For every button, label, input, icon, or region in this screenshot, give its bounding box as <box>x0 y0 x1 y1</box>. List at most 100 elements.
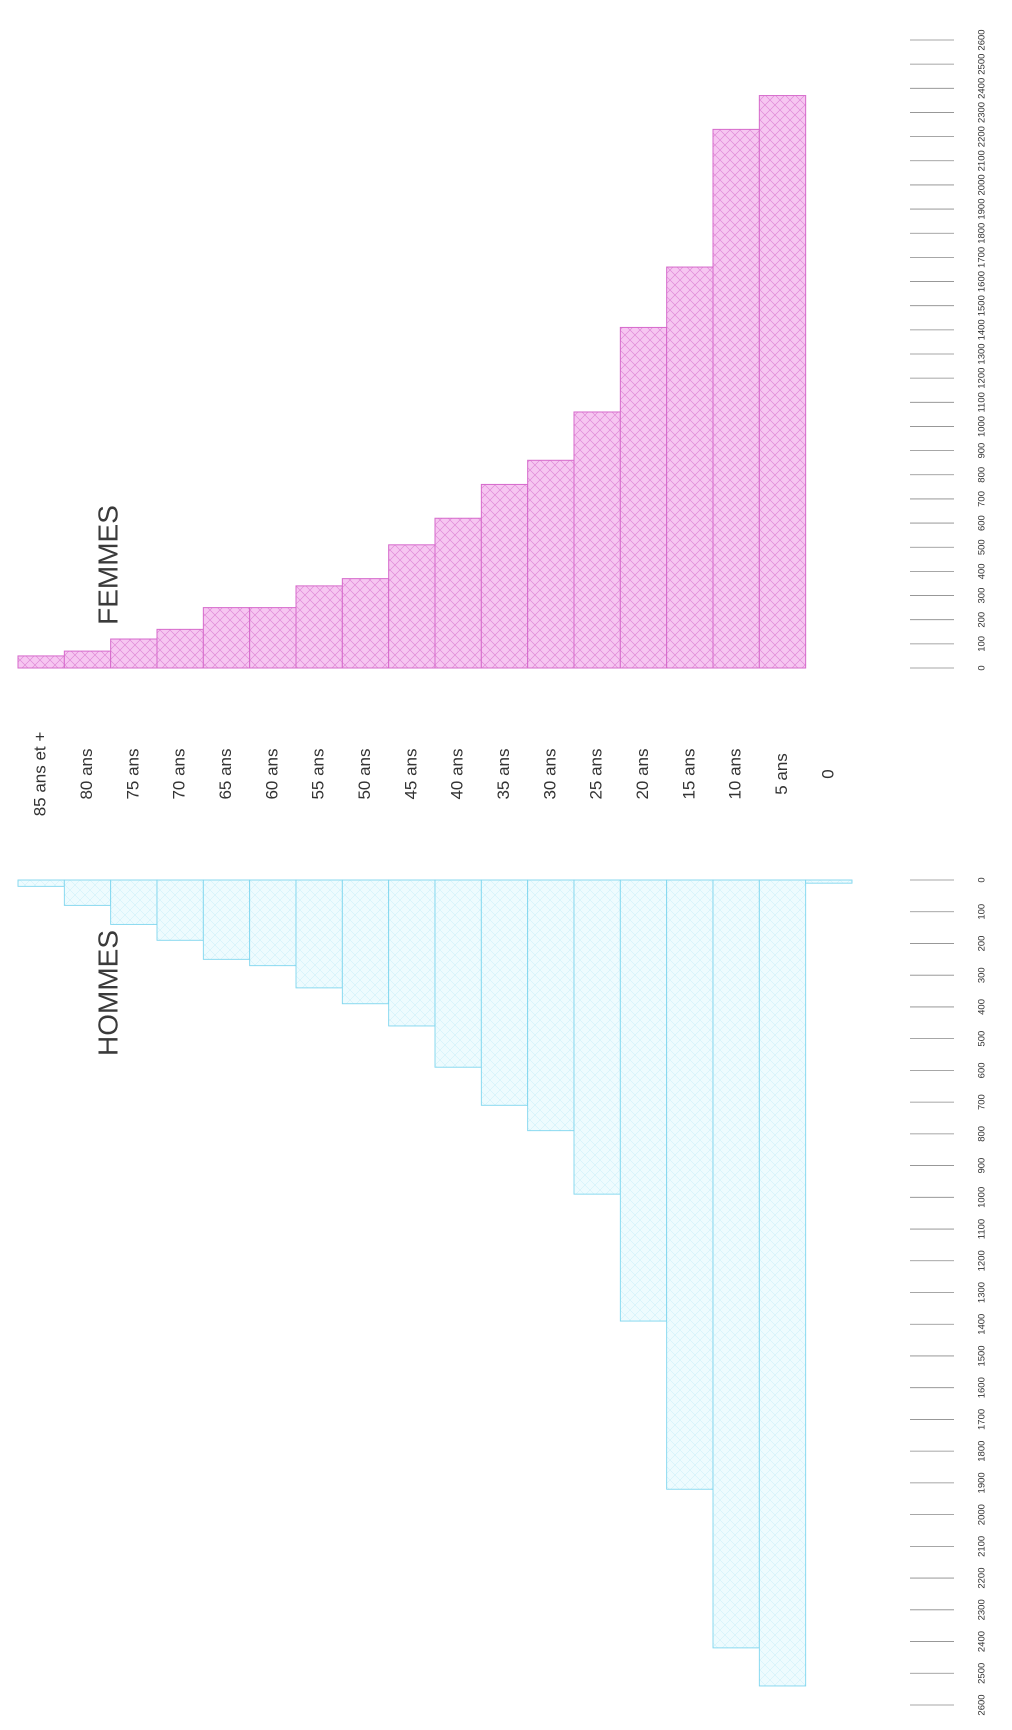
hommes-axis: 0 100 200 300 400 500 600 700 800 900 1000 1100 1200… <box>910 877 988 1716</box>
tick-label-femmes-1400: 1400 <box>977 319 988 340</box>
bar-femmes-10-ans <box>712 128 760 669</box>
bar-femmes-35-ans <box>480 483 529 669</box>
bar-femmes-30-ans <box>527 459 575 669</box>
series-labels: FEMMES HOMMES <box>92 505 123 1056</box>
tick-label-hommes-0: 0 <box>977 877 988 882</box>
tick-label-femmes-700: 700 <box>977 491 988 507</box>
bar-hommes-25-ans <box>573 879 621 1195</box>
age-label-40-ans: 40 ans <box>448 748 467 799</box>
age-label-25-ans: 25 ans <box>587 748 606 799</box>
tick-label-hommes-400: 400 <box>977 999 988 1015</box>
tick-label-hommes-800: 800 <box>977 1126 988 1142</box>
tick-label-femmes-2400: 2400 <box>977 78 988 99</box>
tick-label-hommes-1000: 1000 <box>977 1187 988 1208</box>
bar-femmes-25-ans <box>573 411 621 669</box>
tick-label-hommes-1400: 1400 <box>977 1314 988 1335</box>
age-label-65-ans: 65 ans <box>216 748 235 799</box>
bar-femmes-15-ans <box>666 266 714 669</box>
bar-hommes-40-ans <box>434 879 482 1068</box>
tick-label-femmes-100: 100 <box>977 636 988 652</box>
tick-label-femmes-1600: 1600 <box>977 271 988 292</box>
tick-label-femmes-800: 800 <box>977 467 988 483</box>
age-label-5-ans: 5 ans <box>772 753 791 795</box>
tick-label-femmes-200: 200 <box>977 612 988 628</box>
bar-femmes-45-ans <box>388 544 436 669</box>
tick-label-femmes-1700: 1700 <box>977 247 988 268</box>
tick-label-hommes-900: 900 <box>977 1158 988 1174</box>
tick-label-femmes-1800: 1800 <box>977 223 988 244</box>
tick-label-femmes-1900: 1900 <box>977 199 988 220</box>
tick-label-femmes-600: 600 <box>977 515 988 531</box>
tick-label-hommes-1100: 1100 <box>977 1219 988 1239</box>
tick-label-hommes-2600: 2600 <box>977 1694 988 1715</box>
bar-femmes-85-ans-et <box>17 655 65 669</box>
tick-label-femmes-2600: 2600 <box>977 29 988 50</box>
bar-hommes-80-ans <box>63 879 112 906</box>
bar-hommes-65-ans <box>202 879 251 960</box>
bar-hommes-15-ans <box>666 879 714 1490</box>
age-label-10-ans: 10 ans <box>726 748 745 799</box>
bar-hommes-30-ans <box>527 879 575 1132</box>
age-label-70-ans: 70 ans <box>170 748 189 799</box>
age-label-30-ans: 30 ans <box>540 748 559 799</box>
tick-label-hommes-500: 500 <box>977 1031 988 1047</box>
tick-label-hommes-700: 700 <box>977 1094 988 1110</box>
bar-femmes-75-ans <box>110 638 158 669</box>
bar-hommes-5-ans <box>758 879 807 1687</box>
age-labels: 85 ans et + 80 ans 75 ans 70 ans 65 ans 60 an… <box>31 732 838 817</box>
tick-label-femmes-2100: 2100 <box>977 150 988 171</box>
age-label-20-ans: 20 ans <box>633 748 652 799</box>
bar-femmes-50-ans <box>341 578 390 669</box>
tick-label-femmes-1100: 1100 <box>977 392 988 412</box>
bar-hommes-85-ans-et <box>17 879 65 887</box>
tick-label-femmes-2000: 2000 <box>977 174 988 195</box>
tick-label-hommes-1600: 1600 <box>977 1377 988 1398</box>
tick-label-hommes-2100: 2100 <box>977 1536 988 1557</box>
age-label-80-ans: 80 ans <box>77 748 96 799</box>
tick-label-femmes-1300: 1300 <box>977 343 988 364</box>
bar-femmes-5-ans <box>758 95 807 669</box>
age-label-15-ans: 15 ans <box>679 748 698 799</box>
tick-label-hommes-200: 200 <box>977 936 988 952</box>
bar-hommes-75-ans <box>110 879 158 925</box>
bar-hommes-50-ans <box>341 879 390 1005</box>
tick-label-femmes-2500: 2500 <box>977 54 988 75</box>
tick-label-femmes-2200: 2200 <box>977 126 988 147</box>
tick-label-hommes-1200: 1200 <box>977 1250 988 1271</box>
bar-hommes-35-ans <box>480 879 529 1106</box>
bar-hommes-60-ans <box>249 879 297 967</box>
tick-label-hommes-2000: 2000 <box>977 1504 988 1525</box>
age-label-60-ans: 60 ans <box>262 748 281 799</box>
age-label-75-ans: 75 ans <box>123 748 142 799</box>
age-label-85-ans-et: 85 ans et + <box>31 732 50 817</box>
bar-femmes-65-ans <box>202 607 251 669</box>
tick-label-hommes-600: 600 <box>977 1062 988 1078</box>
tick-label-femmes-0: 0 <box>977 665 988 670</box>
hommes-bars <box>17 879 853 1687</box>
bar-hommes-20-ans <box>619 879 668 1322</box>
age-label-45-ans: 45 ans <box>401 748 420 799</box>
bar-femmes-70-ans <box>156 628 204 669</box>
bar-femmes-20-ans <box>619 326 668 669</box>
tick-label-femmes-1500: 1500 <box>977 295 988 316</box>
femmes-axis: 0 100 200 300 400 500 600 700 800 900 1000 1100 1200… <box>910 29 988 671</box>
tick-label-femmes-400: 400 <box>977 563 988 579</box>
bar-hommes-45-ans <box>388 879 436 1027</box>
tick-label-hommes-300: 300 <box>977 967 988 983</box>
bar-hommes-55-ans <box>295 879 343 989</box>
bar-femmes-60-ans <box>249 607 297 669</box>
bar-hommes-0 <box>805 879 853 884</box>
tick-label-femmes-1000: 1000 <box>977 416 988 437</box>
tick-label-femmes-300: 300 <box>977 588 988 604</box>
tick-label-hommes-1300: 1300 <box>977 1282 988 1303</box>
bar-femmes-40-ans <box>434 517 482 669</box>
tick-label-hommes-1700: 1700 <box>977 1409 988 1430</box>
tick-label-femmes-500: 500 <box>977 539 988 555</box>
bar-hommes-10-ans <box>712 879 760 1649</box>
age-label-50-ans: 50 ans <box>355 748 374 799</box>
tick-label-hommes-2300: 2300 <box>977 1599 988 1620</box>
bar-femmes-80-ans <box>63 650 112 669</box>
tick-label-hommes-100: 100 <box>977 904 988 920</box>
tick-label-femmes-1200: 1200 <box>977 368 988 389</box>
